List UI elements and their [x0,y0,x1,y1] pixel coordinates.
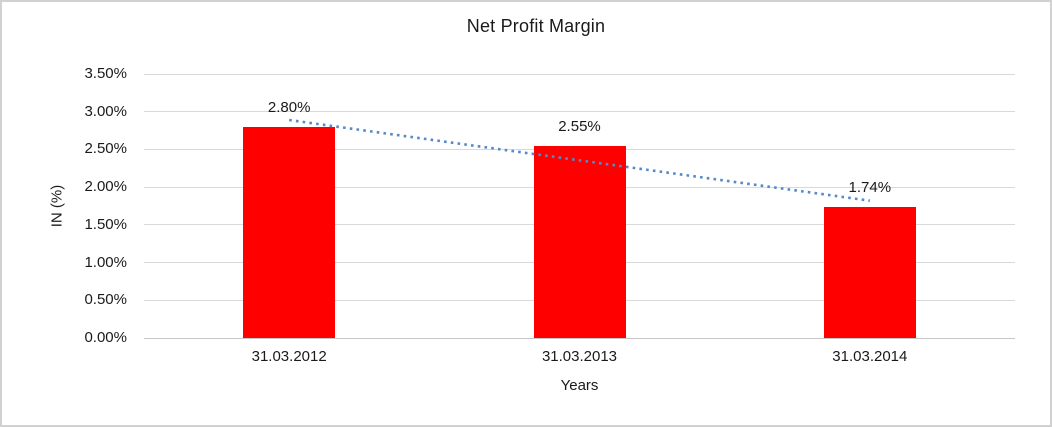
x-tick-label: 31.03.2014 [832,348,908,365]
gridline [144,111,1015,113]
y-tick-label: 2.00% [84,178,127,196]
bar-31.03.2014 [823,206,916,338]
y-tick-label: 2.50% [84,140,127,158]
x-tick-label: 31.03.2012 [251,348,327,365]
bar-value-label: 1.74% [848,178,892,196]
y-tick-label: 0.00% [84,329,127,346]
y-tick-label: 0.50% [84,291,127,309]
x-axis-title: Years [560,377,599,394]
bar-value-label: 2.55% [558,117,601,135]
bar-31.03.2012 [243,126,336,338]
bar-31.03.2013 [533,145,626,338]
chart-title: Net Profit Margin [466,16,606,36]
y-tick-label: 3.00% [84,102,127,120]
x-tick-label: 31.03.2013 [541,348,618,365]
y-tick-label: 3.50% [84,65,127,82]
x-axis-line [144,337,1015,339]
trendline-segment [288,118,871,203]
plot-area: Years 0.00% 0.50% 1.00% 1.50% 2.00% 2.50% 3.00… [84,66,1015,394]
gridline [144,73,1015,75]
y-tick-label: 1.00% [84,253,127,271]
y-tick-label: 1.50% [84,215,127,233]
trendline [288,118,871,203]
bar-value-label: 2.80% [267,98,311,116]
